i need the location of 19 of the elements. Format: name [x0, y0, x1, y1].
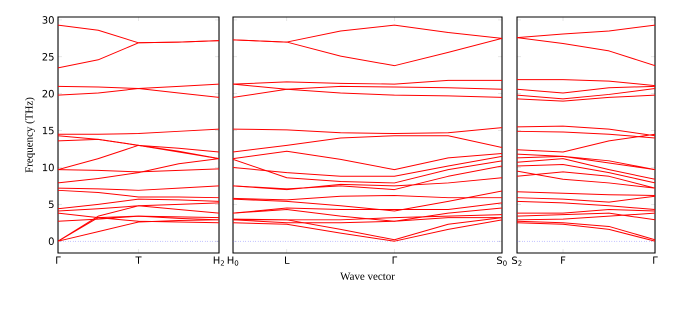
x-tick-label: T — [135, 256, 142, 264]
x-tick-label: Γ — [56, 256, 61, 264]
x-axis-title: Wave vector — [340, 272, 395, 280]
y-tick-label: 20 — [42, 90, 54, 98]
x-tick-label: Γ — [392, 256, 398, 264]
y-tick-label: 10 — [42, 164, 54, 172]
x-tick-label: H$_{2}$ — [214, 256, 224, 266]
x-tick-label: Γ — [653, 256, 658, 264]
x-tick-label: F — [561, 256, 566, 264]
y-tick-label: 5 — [48, 200, 54, 208]
y-tick-label: 30 — [42, 16, 54, 24]
x-tick-label: S$_{0}$ — [497, 256, 507, 266]
x-tick-label: H$_{0}$ — [228, 256, 238, 266]
y-tick-label: 15 — [42, 126, 54, 134]
x-tick-label: S$_{2}$ — [512, 256, 522, 266]
y-tick-label: 0 — [48, 237, 54, 245]
y-tick-label: 25 — [42, 53, 54, 61]
y-axis-title: Frequency (THz) — [25, 98, 35, 173]
x-tick-label: L — [285, 256, 290, 264]
